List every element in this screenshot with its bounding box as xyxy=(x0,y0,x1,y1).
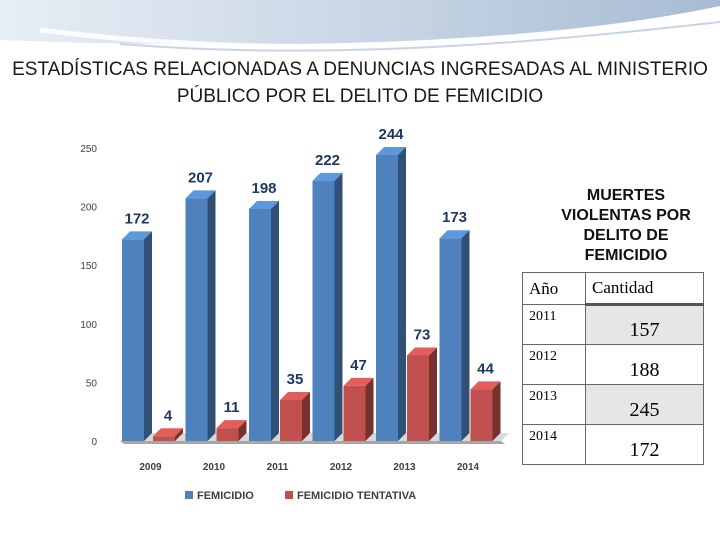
data-label: 73 xyxy=(414,326,431,343)
y-tick-label: 200 xyxy=(80,203,97,214)
bar-femicidio-tentativa xyxy=(153,436,175,441)
bar-side-face xyxy=(429,347,437,441)
legend-label: FEMICIDIO TENTATIVA xyxy=(297,490,416,502)
side-table-title: MUERTES VIOLENTAS POR DELITO DE FEMICIDI… xyxy=(561,187,691,264)
table-row: 2012 188 xyxy=(522,344,704,385)
y-tick-label: 150 xyxy=(80,261,97,272)
data-label: 198 xyxy=(251,180,276,197)
legend-swatch xyxy=(185,491,193,499)
x-tick-label: 2011 xyxy=(267,462,289,473)
year-cell: 2013 xyxy=(522,384,586,425)
year-cell: 2014 xyxy=(522,424,586,465)
bar-femicidio xyxy=(376,155,398,442)
data-label: 244 xyxy=(378,126,404,143)
data-label: 173 xyxy=(442,209,467,226)
y-tick-label: 50 xyxy=(86,378,98,389)
bar-top-face xyxy=(153,428,183,437)
header-swoosh xyxy=(0,0,720,52)
bar-femicidio-tentativa xyxy=(280,399,302,441)
bar-side-face xyxy=(271,200,279,441)
data-label: 11 xyxy=(224,399,240,416)
y-tick-label: 0 xyxy=(91,437,97,448)
data-label: 207 xyxy=(188,169,213,186)
data-label: 4 xyxy=(164,407,173,424)
bar-femicidio-tentativa xyxy=(407,355,429,441)
bar-side-face xyxy=(302,391,310,441)
legend-swatch xyxy=(285,491,293,499)
table-row: 2014 172 xyxy=(522,424,704,465)
bar-top-face xyxy=(407,347,437,356)
bar-top-face xyxy=(249,200,279,209)
quantity-cell: 245 xyxy=(585,384,704,425)
bar-femicidio xyxy=(122,239,144,441)
bar-side-face xyxy=(398,147,406,442)
bar-top-face xyxy=(280,391,310,400)
bar-femicidio xyxy=(249,208,271,441)
quantity-cell: 188 xyxy=(585,344,704,385)
x-tick-label: 2010 xyxy=(203,462,226,473)
data-label: 172 xyxy=(124,210,149,227)
data-label: 222 xyxy=(315,152,340,169)
bar-top-face xyxy=(312,172,343,181)
table-row: 2013 245 xyxy=(522,384,704,425)
x-tick-label: 2009 xyxy=(139,462,162,473)
quantity-cell: 172 xyxy=(585,424,704,465)
bar-side-face xyxy=(144,231,152,441)
bar-side-face xyxy=(461,230,470,441)
bar-side-face xyxy=(492,381,501,441)
year-cell: 2011 xyxy=(522,304,586,345)
bar-femicidio xyxy=(312,180,335,442)
bar-top-face xyxy=(376,147,406,156)
x-tick-label: 2012 xyxy=(330,462,353,473)
chart-floor-edge xyxy=(120,441,505,444)
table-row: 2011 157 xyxy=(522,304,704,345)
femicide-deaths-table: Año Cantidad 2011 157 2012 188 2013 245 … xyxy=(522,272,704,465)
bar-side-face xyxy=(238,420,247,441)
bar-top-face xyxy=(185,190,216,199)
year-column-header: Año xyxy=(522,272,586,305)
page-title: ESTADÍSTICAS RELACIONADAS A DENUNCIAS IN… xyxy=(12,59,708,107)
bar-top-face xyxy=(122,231,152,240)
y-tick-label: 100 xyxy=(80,320,97,331)
bar-side-face xyxy=(175,428,183,441)
bar-femicidio xyxy=(439,238,462,441)
bar-femicidio-tentativa xyxy=(343,385,366,441)
year-cell: 2012 xyxy=(522,344,586,385)
bar-top-face xyxy=(343,377,374,386)
y-tick-label: 250 xyxy=(80,144,97,155)
bar-femicidio-tentativa xyxy=(470,389,493,441)
data-label: 47 xyxy=(350,357,367,374)
quantity-cell: 157 xyxy=(585,304,704,345)
bar-side-face xyxy=(207,190,216,441)
quantity-column-header: Cantidad xyxy=(585,272,704,306)
data-label: 35 xyxy=(287,371,304,388)
bar-top-face xyxy=(470,381,501,390)
x-tick-label: 2014 xyxy=(457,462,480,473)
bar-top-face xyxy=(216,420,247,429)
bar-femicidio-tentativa xyxy=(216,428,239,441)
x-tick-label: 2013 xyxy=(393,462,416,473)
data-label: 44 xyxy=(477,360,494,377)
bar-femicidio xyxy=(185,198,208,441)
bar-side-face xyxy=(334,172,343,442)
legend-label: FEMICIDIO xyxy=(197,490,254,502)
bar-side-face xyxy=(365,377,374,441)
bar-top-face xyxy=(439,230,470,239)
